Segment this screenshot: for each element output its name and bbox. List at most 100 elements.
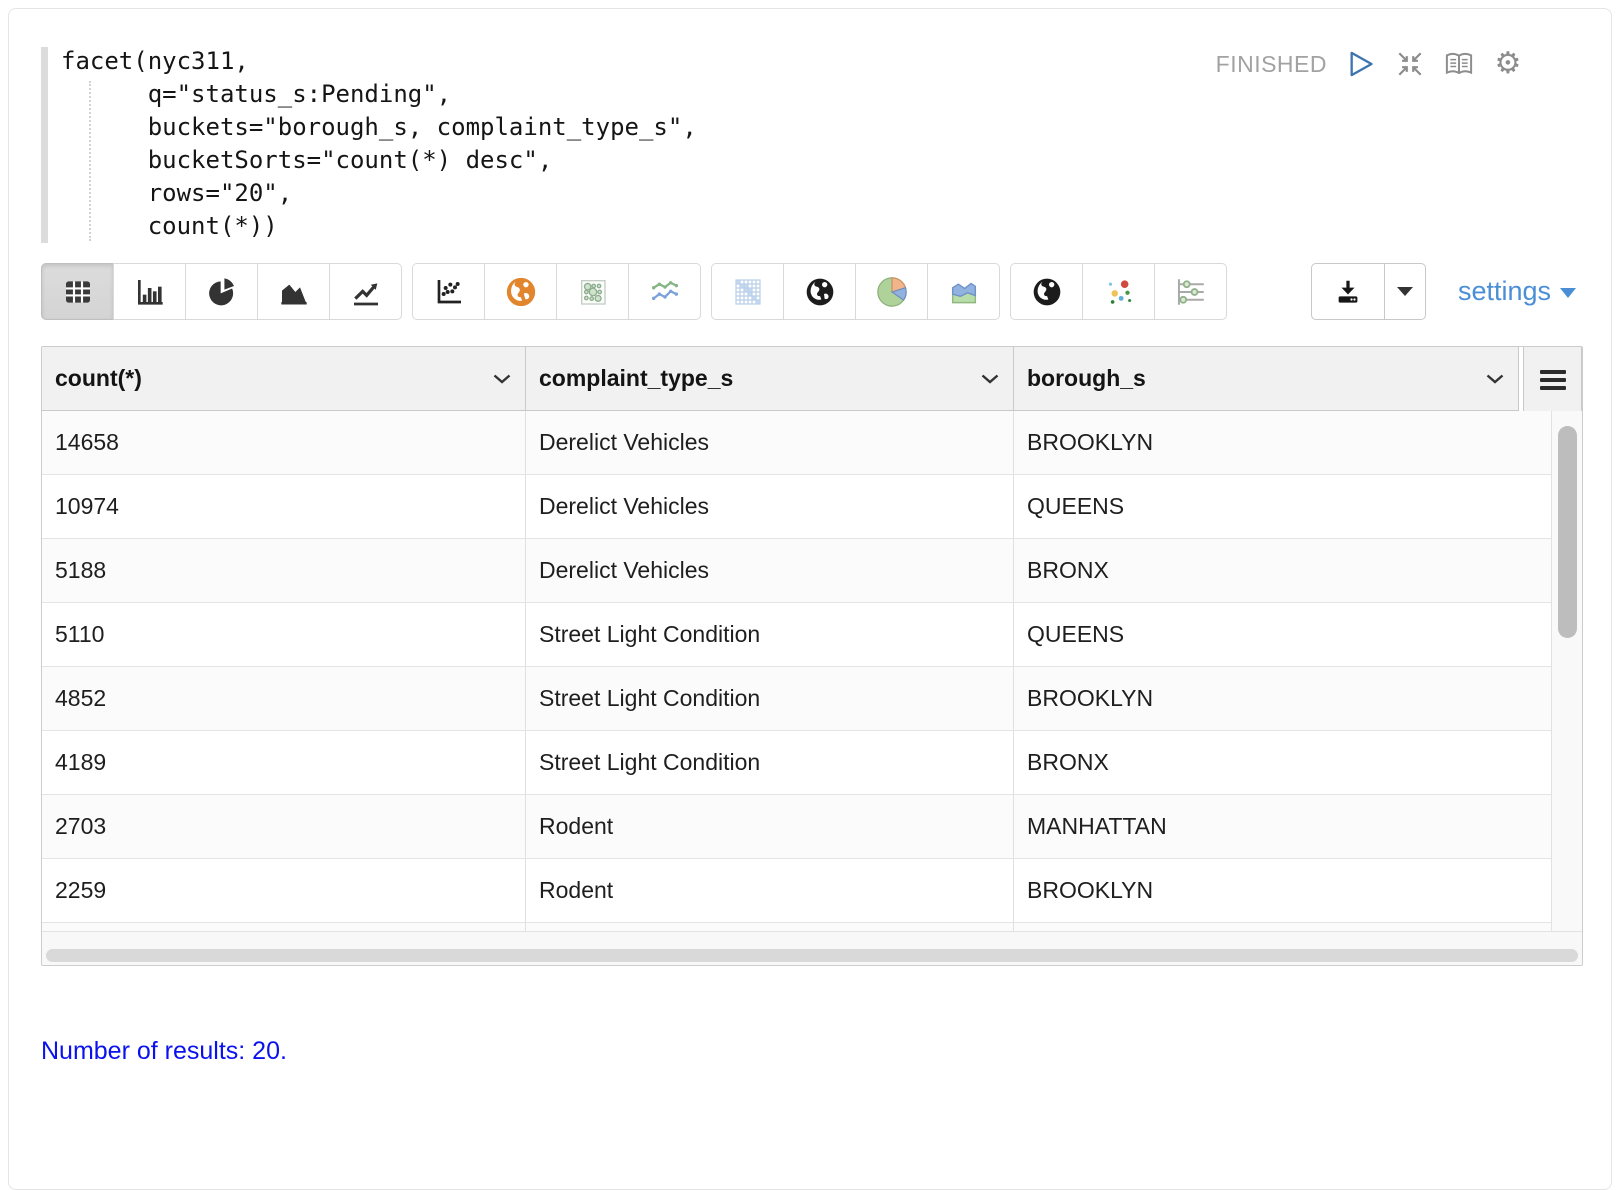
code-text[interactable]: facet(nyc311, q="status_s:Pending", buck… (61, 47, 697, 240)
plugin-chart-group-1 (412, 263, 701, 320)
compress-icon (1398, 52, 1422, 76)
table-row-partial (42, 923, 1551, 931)
line-chart-icon (353, 282, 378, 305)
line-chart-button[interactable] (329, 263, 402, 320)
table-cell (42, 923, 526, 931)
settings-toggle[interactable]: settings (1458, 263, 1577, 320)
table-cell: 2259 (42, 859, 526, 922)
globe-chart-2-button[interactable] (1010, 263, 1083, 320)
run-button[interactable] (1346, 49, 1376, 79)
area-chart-button[interactable] (257, 263, 330, 320)
table-cell: Rodent (526, 795, 1014, 858)
table-cell: QUEENS (1027, 493, 1125, 519)
hamburger-icon (1539, 370, 1566, 390)
table-row[interactable]: 4852 Street Light Condition BROOKLYN (42, 667, 1551, 731)
pie-chart-icon (208, 277, 234, 305)
caret-down-icon (1397, 287, 1413, 296)
scatter-color-icon (1108, 279, 1131, 304)
table-cell (526, 923, 1014, 931)
table-menu-button[interactable] (1523, 347, 1582, 414)
table-row[interactable]: 2703 Rodent MANHATTAN (42, 795, 1551, 859)
table-row[interactable]: 10974 Derelict Vehicles QUEENS (42, 475, 1551, 539)
download-split-button (1311, 263, 1426, 320)
table-row[interactable]: 14658 Derelict Vehicles BROOKLYN (42, 411, 1551, 475)
horizontal-scrollbar[interactable] (42, 931, 1582, 965)
table-cell: BROOKLYN (1027, 429, 1154, 455)
pie-chart-button[interactable] (185, 263, 258, 320)
settings-caret-icon (1560, 288, 1577, 298)
show-editor-button[interactable] (1444, 49, 1474, 79)
globe-dark-icon (806, 278, 833, 305)
visualization-toolbar: settings (41, 263, 1577, 320)
column-header-borough[interactable]: borough_s (1014, 347, 1519, 411)
parallel-coordinates-icon (1177, 278, 1204, 305)
editor-gutter (41, 47, 48, 243)
table-cell: BROOKLYN (1027, 877, 1154, 903)
vertical-scrollbar[interactable] (1551, 411, 1582, 931)
vertical-scrollbar-thumb[interactable] (1558, 426, 1577, 638)
notebook-paragraph: facet(nyc311, q="status_s:Pending", buck… (8, 8, 1612, 1190)
plugin-chart-group-2 (711, 263, 1000, 320)
table-cell: Derelict Vehicles (526, 475, 1014, 538)
bar-chart-icon (137, 279, 163, 305)
scatter-chart-icon (437, 279, 461, 303)
table-cell: BROOKLYN (1027, 685, 1154, 711)
paragraph-settings-button[interactable]: ⚙︎ (1493, 49, 1523, 79)
table-body: 14658 Derelict Vehicles BROOKLYN 10974 Derel… (42, 411, 1551, 931)
globe-chart-button[interactable] (783, 263, 856, 320)
parallel-coordinates-button[interactable] (1154, 263, 1227, 320)
table-cell: Rodent (526, 859, 1014, 922)
table-cell: 5110 (42, 603, 526, 666)
table-cell: 4852 (42, 667, 526, 730)
bubble-grid-button[interactable] (556, 263, 629, 320)
area-chart-icon (280, 284, 307, 305)
matrix-grid-button[interactable] (711, 263, 784, 320)
map-chart-button[interactable] (484, 263, 557, 320)
column-header-complaint-type[interactable]: complaint_type_s (526, 347, 1014, 411)
table-cell: 14658 (42, 411, 526, 474)
plugin-chart-group-3 (1010, 263, 1227, 320)
column-header-count[interactable]: count(*) (42, 347, 526, 411)
globe-dark-2-icon (1033, 278, 1060, 305)
chevron-down-icon[interactable] (1486, 374, 1504, 384)
paragraph-controls: FINISHED (1216, 47, 1523, 81)
play-icon (1350, 51, 1373, 77)
table-cell: Street Light Condition (526, 667, 1014, 730)
multi-line-icon (651, 280, 678, 300)
multi-line-chart-button[interactable] (628, 263, 701, 320)
table-row[interactable]: 5110 Street Light Condition QUEENS (42, 603, 1551, 667)
table-row[interactable]: 2259 Rodent BROOKLYN (42, 859, 1551, 923)
collapse-button[interactable] (1395, 49, 1425, 79)
download-icon (1338, 280, 1358, 303)
table-cell: Derelict Vehicles (526, 411, 1014, 474)
table-cell: 5188 (42, 539, 526, 602)
table-cell: BRONX (1027, 557, 1109, 583)
table-row[interactable]: 5188 Derelict Vehicles BRONX (42, 539, 1551, 603)
scatter-chart-button[interactable] (412, 263, 485, 320)
area-color-button[interactable] (927, 263, 1000, 320)
code-editor[interactable]: facet(nyc311, q="status_s:Pending", buck… (41, 43, 1021, 243)
status-label: FINISHED (1215, 50, 1327, 77)
bubble-grid-icon (580, 279, 606, 305)
download-options-button[interactable] (1384, 263, 1426, 320)
chevron-down-icon[interactable] (493, 374, 511, 384)
pie-color-button[interactable] (855, 263, 928, 320)
book-icon (1445, 52, 1473, 75)
download-button[interactable] (1311, 263, 1385, 320)
column-header-label: borough_s (1027, 365, 1146, 391)
chevron-down-icon[interactable] (981, 374, 999, 384)
scatter-color-button[interactable] (1082, 263, 1155, 320)
globe-orange-icon (506, 277, 535, 306)
table-row[interactable]: 4189 Street Light Condition BRONX (42, 731, 1551, 795)
table-view-button[interactable] (41, 263, 114, 320)
column-header-label: count(*) (55, 365, 142, 391)
table-cell: 10974 (42, 475, 526, 538)
results-note: Number of results: 20. (41, 1037, 287, 1065)
area-color-icon (951, 282, 976, 303)
builtin-chart-group (41, 263, 402, 320)
settings-label: settings (1458, 276, 1552, 306)
bar-chart-button[interactable] (113, 263, 186, 320)
gear-icon: ⚙︎ (1494, 46, 1522, 81)
horizontal-scrollbar-thumb[interactable] (46, 949, 1578, 962)
result-table: count(*) complaint_type_s borough_s 14 (41, 346, 1583, 966)
